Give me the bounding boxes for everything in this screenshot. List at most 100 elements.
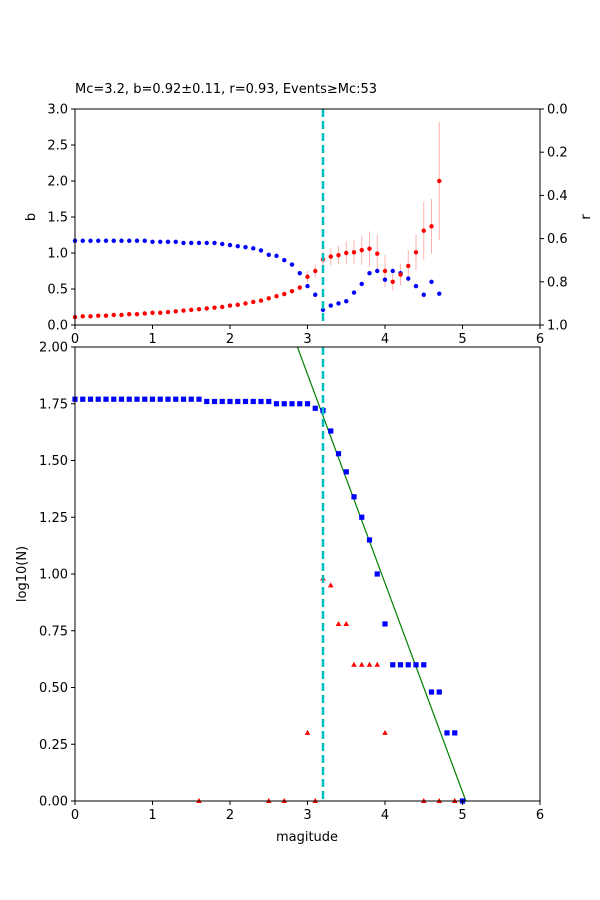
top-plot-area: [72, 109, 442, 325]
x-tick-label: 0: [71, 332, 79, 347]
b-point: [150, 310, 155, 315]
cumulative-point: [328, 428, 334, 434]
x-tick-label: 2: [226, 808, 234, 823]
cumulative-point: [173, 396, 179, 402]
r-point: [251, 246, 256, 251]
b-point: [398, 272, 403, 277]
top-chart-title: Mc=3.2, b=0.92±0.11, r=0.93, Events≥Mc:5…: [75, 82, 377, 97]
b-point: [413, 250, 419, 255]
cumulative-point: [165, 396, 171, 402]
b-point: [243, 301, 248, 306]
r-point: [437, 291, 442, 296]
cumulative-point: [87, 396, 94, 402]
cumulative-point: [211, 398, 218, 405]
noncumulative-point: [374, 661, 381, 667]
r-point: [406, 276, 411, 281]
r-point: [181, 240, 186, 246]
b-point: [80, 314, 85, 319]
cumulative-point: [227, 398, 233, 405]
top-x-ticks: 0 1 2 3 4 5 6: [71, 325, 544, 347]
b-point: [351, 250, 357, 255]
r-point: [274, 253, 279, 259]
x-tick-label: 6: [536, 332, 544, 347]
cumulative-point: [452, 730, 458, 736]
x-tick-label: 5: [458, 332, 466, 347]
cumulative-point: [142, 396, 148, 402]
b-point: [297, 285, 302, 290]
b-point: [313, 268, 318, 274]
right-y-tick-label: 0.2: [547, 146, 568, 161]
right-y-tick-label: 1.0: [547, 319, 568, 334]
b-point: [336, 252, 341, 258]
cumulative-point: [149, 396, 156, 402]
cumulative-point: [266, 398, 272, 405]
r-point: [313, 292, 318, 297]
x-tick-label: 3: [303, 808, 311, 823]
b-point: [437, 178, 442, 184]
b-point: [111, 312, 116, 318]
b-point: [328, 254, 333, 259]
y-tick-label: 1.00: [39, 568, 68, 583]
y-tick-label: 0.50: [39, 681, 68, 696]
r-point: [266, 252, 271, 257]
cumulative-point: [134, 396, 140, 402]
cumulative-point: [250, 398, 256, 405]
cumulative-point: [405, 662, 411, 668]
cumulative-point: [444, 730, 450, 736]
r-point: [282, 258, 287, 263]
y-tick-label: 0.0: [47, 319, 68, 334]
noncumulative-point: [351, 661, 357, 667]
b-point: [344, 250, 349, 256]
noncumulative-point: [343, 620, 350, 626]
b-point: [282, 291, 287, 297]
r-point: [88, 238, 93, 243]
b-point: [127, 312, 132, 317]
b-point: [158, 310, 163, 315]
noncumulative-point: [358, 661, 365, 667]
b-point: [429, 224, 434, 229]
r-point: [204, 240, 209, 246]
b-point: [173, 309, 178, 314]
b-point: [251, 299, 256, 305]
cumulative-point: [351, 494, 357, 500]
r-point: [390, 268, 395, 274]
right-y-tick-label: 0.8: [547, 275, 568, 290]
y-tick-label: 0.00: [39, 795, 68, 810]
b-point: [181, 308, 186, 313]
r-point: [165, 239, 171, 245]
b-point: [134, 312, 140, 317]
b-point: [382, 268, 388, 274]
b-point: [258, 298, 264, 303]
r-point: [111, 238, 116, 243]
b-point: [235, 302, 240, 308]
r-point: [375, 268, 380, 274]
cumulative-point: [366, 537, 373, 543]
noncumulative-point: [304, 729, 311, 735]
x-tick-label: 1: [148, 808, 156, 823]
b-point: [289, 288, 295, 294]
b-point: [266, 296, 271, 301]
b-point: [406, 263, 411, 269]
r-point: [336, 301, 341, 306]
r-point: [258, 248, 264, 253]
y-tick-label: 2.5: [47, 139, 68, 154]
top-right-y-ticks: 1.0 0.8 0.6 0.4 0.2 0.0: [540, 103, 568, 334]
r-point: [173, 239, 178, 245]
cumulative-point: [359, 514, 365, 520]
r-point: [297, 270, 302, 276]
b-point: [142, 311, 147, 316]
top-y-axis-label: b: [24, 213, 39, 221]
r-point: [189, 240, 194, 246]
y-tick-label: 1.0: [47, 247, 68, 262]
b-point: [274, 294, 279, 299]
x-tick-label: 0: [71, 808, 79, 823]
r-point: [212, 240, 217, 246]
cumulative-point: [180, 396, 187, 402]
r-point: [119, 238, 124, 243]
b-point: [103, 313, 109, 318]
right-y-tick-label: 0.0: [547, 103, 568, 118]
cumulative-point: [103, 396, 109, 402]
bottom-x-axis-label: magitude: [276, 830, 338, 845]
cumulative-point: [126, 396, 132, 402]
y-tick-label: 0.25: [39, 738, 68, 753]
